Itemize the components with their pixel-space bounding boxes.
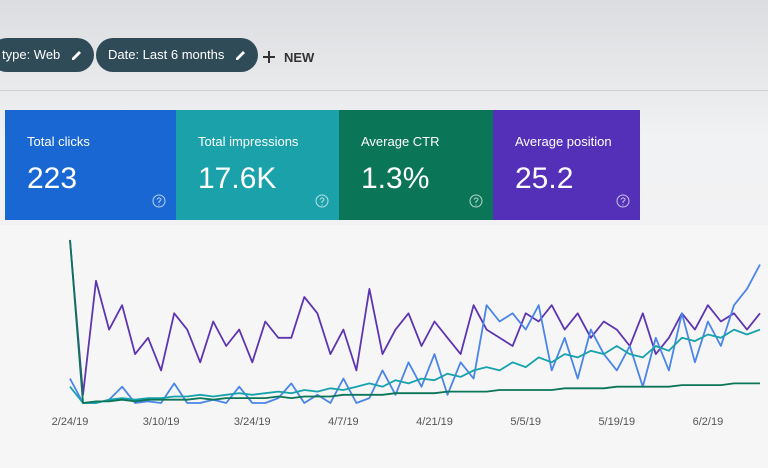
series-line xyxy=(69,239,761,396)
x-tick-label: 4/21/19 xyxy=(416,416,453,428)
x-tick-label: 3/10/19 xyxy=(143,416,180,428)
metric-value: 17.6K xyxy=(198,162,277,195)
date-chip[interactable]: Date: Last 6 months xyxy=(96,38,259,72)
help-icon xyxy=(469,194,483,208)
series-line xyxy=(69,239,760,404)
chip-label: Date: Last 6 months xyxy=(108,47,225,62)
edit-icon xyxy=(72,51,82,60)
new-label: NEW xyxy=(284,50,315,65)
metric-card[interactable]: Average position 25.2 xyxy=(493,110,640,220)
metric-label: Average position xyxy=(515,134,612,149)
help-icon xyxy=(616,194,630,208)
plus-icon xyxy=(263,51,275,63)
type-chip[interactable]: type: Web xyxy=(0,38,95,72)
edit-icon xyxy=(236,51,246,60)
x-tick-label: 3/24/19 xyxy=(234,416,271,428)
x-tick-label: 6/2/19 xyxy=(693,416,724,428)
help-icon xyxy=(315,194,329,208)
metric-label: Total clicks xyxy=(27,134,90,149)
x-tick-label: 2/24/19 xyxy=(52,416,89,428)
filter-bar: type: Web Date: Last 6 months NEW xyxy=(0,0,768,91)
chip-label: type: Web xyxy=(2,47,61,62)
chart-background xyxy=(0,225,768,468)
metric-value: 223 xyxy=(27,162,78,195)
x-tick-label: 5/5/19 xyxy=(510,416,541,428)
metric-value: 1.3% xyxy=(361,162,430,195)
new-button[interactable]: NEW xyxy=(262,50,314,65)
metric-label: Total impressions xyxy=(198,134,299,149)
x-tick-label: 5/19/19 xyxy=(598,416,635,428)
chart: 2/24/19 3/10/19 3/24/19 4/7/19 4/21/19 5/5/19… xyxy=(0,225,768,468)
metric-label: Average CTR xyxy=(361,134,440,149)
metric-value: 25.2 xyxy=(515,162,574,195)
x-tick-label: 4/7/19 xyxy=(328,416,359,428)
series-line xyxy=(69,328,761,404)
metric-card[interactable]: Total impressions 17.6K xyxy=(176,110,339,220)
help-icon xyxy=(152,194,166,208)
metric-card[interactable]: Average CTR 1.3% xyxy=(339,110,493,220)
metric-card[interactable]: Total clicks 223 xyxy=(5,110,176,220)
